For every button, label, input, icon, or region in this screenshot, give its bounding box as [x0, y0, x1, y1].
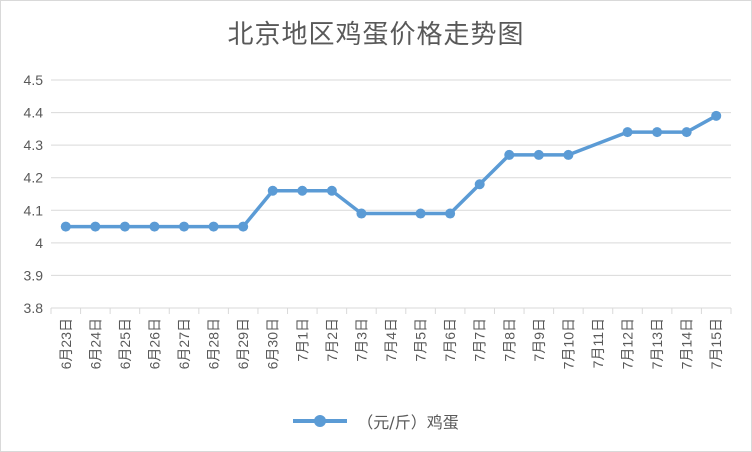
- x-tick-label: 7月9日: [531, 318, 547, 362]
- data-point: [208, 221, 219, 232]
- data-point: [711, 110, 722, 121]
- data-point: [149, 221, 160, 232]
- x-tick-label: 7月2日: [324, 318, 340, 362]
- y-tick-label: 3.8: [24, 300, 44, 316]
- data-point: [297, 185, 308, 196]
- data-point: [533, 149, 544, 160]
- data-point: [356, 208, 367, 219]
- data-point: [238, 221, 249, 232]
- x-tick-label: 6月27日: [176, 318, 192, 369]
- legend-marker: [293, 414, 348, 428]
- data-point: [90, 221, 101, 232]
- x-tick-label: 7月10日: [560, 318, 576, 369]
- x-tick-label: 6月24日: [87, 318, 103, 369]
- x-tick-label: 7月12日: [620, 318, 636, 369]
- x-tick-label: 7月13日: [649, 318, 665, 369]
- data-point: [681, 127, 692, 138]
- x-tick-label: 7月7日: [472, 318, 488, 362]
- x-tick-label: 7月3日: [353, 318, 369, 362]
- data-point: [326, 185, 337, 196]
- legend-dot: [314, 415, 327, 427]
- y-tick-label: 4.5: [24, 72, 44, 88]
- x-tick-label: 6月25日: [117, 318, 133, 369]
- data-point: [60, 221, 71, 232]
- y-tick-label: 4: [35, 235, 43, 251]
- x-tick-label: 6月26日: [146, 318, 162, 369]
- x-tick-label: 7月14日: [679, 318, 695, 369]
- x-tick-label: 6月30日: [265, 318, 281, 369]
- x-tick-label: 6月29日: [235, 318, 251, 369]
- data-point: [474, 179, 485, 190]
- data-point: [267, 185, 278, 196]
- x-tick-label: 7月15日: [708, 318, 724, 369]
- x-tick-label: 6月23日: [58, 318, 74, 369]
- x-tick-label: 7月1日: [294, 318, 310, 362]
- y-tick-label: 4.2: [24, 170, 44, 186]
- chart-legend: （元/斤）鸡蛋: [1, 407, 751, 435]
- chart-title: 北京地区鸡蛋价格走势图: [227, 20, 525, 50]
- legend-label: （元/斤）鸡蛋: [357, 413, 459, 432]
- y-tick-label: 3.9: [24, 267, 44, 283]
- data-point: [415, 208, 426, 219]
- x-tick-label: 6月28日: [206, 318, 222, 369]
- x-tick-label: 7月5日: [413, 318, 429, 362]
- y-tick-label: 4.4: [24, 105, 44, 121]
- data-point: [445, 208, 456, 219]
- y-tick-label: 4.3: [24, 137, 44, 153]
- x-tick-label: 7月6日: [442, 318, 458, 362]
- data-point: [652, 127, 663, 138]
- data-point: [622, 127, 633, 138]
- x-tick-label: 7月8日: [501, 318, 517, 362]
- x-tick-label: 7月11日: [590, 318, 606, 368]
- y-tick-label: 4.1: [24, 202, 44, 218]
- data-point: [504, 149, 515, 160]
- data-point: [119, 221, 130, 232]
- data-point: [179, 221, 190, 232]
- x-tick-label: 7月4日: [383, 318, 399, 362]
- data-point: [563, 149, 574, 160]
